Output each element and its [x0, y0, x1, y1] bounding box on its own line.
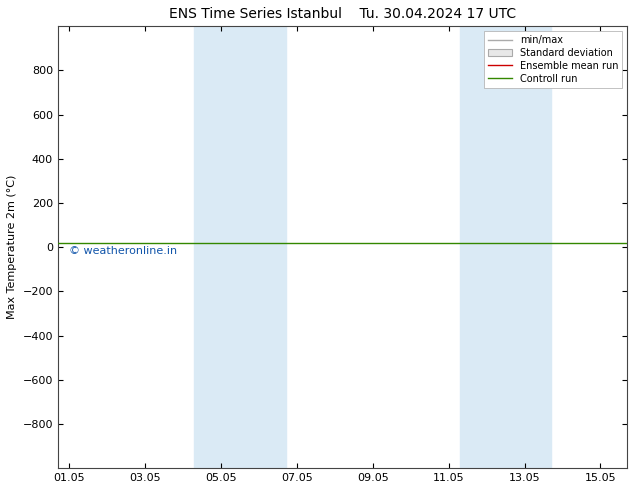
Legend: min/max, Standard deviation, Ensemble mean run, Controll run: min/max, Standard deviation, Ensemble me… [484, 31, 622, 88]
Bar [460, 26, 551, 468]
Bar [195, 26, 285, 468]
Y-axis label: Max Temperature 2m (°C): Max Temperature 2m (°C) [7, 175, 17, 319]
Text: © weatheronline.in: © weatheronline.in [69, 246, 178, 256]
Title: ENS Time Series Istanbul    Tu. 30.04.2024 17 UTC: ENS Time Series Istanbul Tu. 30.04.2024 … [169, 7, 516, 21]
